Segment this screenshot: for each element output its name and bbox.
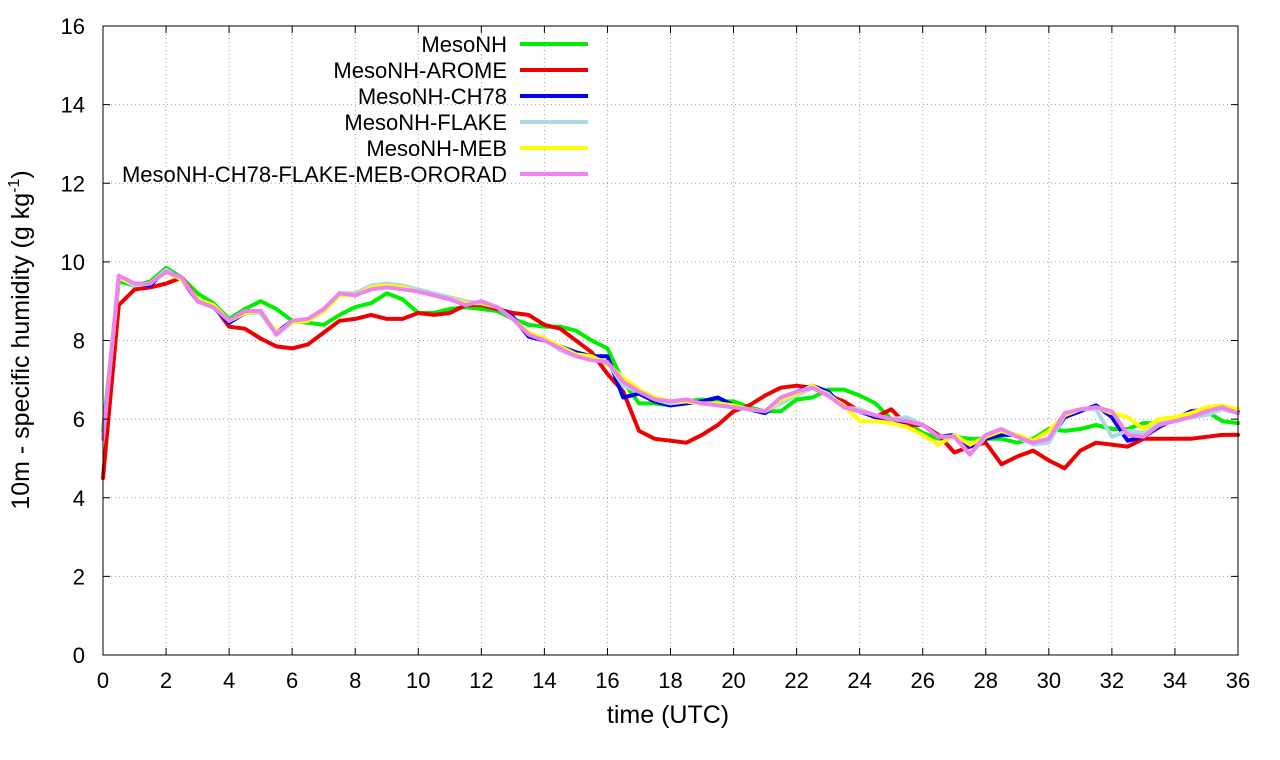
x-tick-label: 24 [847, 668, 871, 693]
series-line-mesonh-ch78-flake-meb-ororad [101, 269, 1240, 457]
x-tick-label: 20 [721, 668, 745, 693]
legend-entry: MesoNH-CH78 [358, 84, 588, 109]
x-tick-label: 2 [160, 668, 172, 693]
y-tick-label: 0 [73, 643, 85, 668]
x-tick-label: 16 [595, 668, 619, 693]
y-axis-label-main: 10m - specific humidity (g kg [7, 193, 35, 510]
legend-entry: MesoNH-CH78-FLAKE-MEB-ORORAD [122, 162, 588, 187]
axis-ticks: 0 2 4 6 8 10 12 14 16 18 20 22 24 26 28 30 32 34 360246810… [61, 14, 1251, 693]
y-tick-label: 12 [61, 171, 85, 196]
y-axis-label: 10m - specific humidity (g kg-1) [6, 170, 35, 509]
x-tick-label: 4 [223, 668, 235, 693]
legend-label: MesoNH-FLAKE [344, 110, 507, 135]
grid-lines [103, 26, 1238, 655]
x-tick-label: 30 [1037, 668, 1061, 693]
y-axis-label-superscript: -1 [6, 179, 23, 193]
legend-entry: MesoNH [421, 32, 588, 57]
y-tick-label: 6 [73, 407, 85, 432]
y-tick-label: 4 [73, 486, 85, 511]
legend: MesoNHMesoNH-AROMEMesoNH-CH78MesoNH-FLAK… [122, 32, 588, 187]
series-lines [101, 265, 1240, 481]
x-tick-label: 14 [532, 668, 556, 693]
x-tick-label: 18 [658, 668, 682, 693]
y-tick-label: 16 [61, 14, 85, 39]
y-tick-label: 10 [61, 250, 85, 275]
x-tick-label: 0 [97, 668, 109, 693]
x-tick-label: 10 [406, 668, 430, 693]
legend-entry: MesoNH-AROME [333, 58, 588, 83]
x-tick-label: 36 [1226, 668, 1250, 693]
legend-label: MesoNH [421, 32, 507, 57]
legend-label: MesoNH-CH78 [358, 84, 507, 109]
x-tick-label: 6 [286, 668, 298, 693]
x-tick-label: 28 [974, 668, 998, 693]
y-tick-label: 8 [73, 329, 85, 354]
legend-label: MesoNH-MEB [366, 136, 507, 161]
x-tick-label: 22 [784, 668, 808, 693]
x-tick-label: 12 [469, 668, 493, 693]
x-tick-label: 34 [1163, 668, 1187, 693]
y-axis-label-close: ) [7, 170, 35, 178]
y-tick-label: 2 [73, 564, 85, 589]
y-tick-label: 14 [61, 93, 85, 118]
legend-entry: MesoNH-FLAKE [344, 110, 588, 135]
legend-label: MesoNH-CH78-FLAKE-MEB-ORORAD [122, 162, 507, 187]
series-line-mesonh-arome [101, 275, 1240, 481]
legend-label: MesoNH-AROME [333, 58, 507, 83]
x-tick-label: 8 [349, 668, 361, 693]
x-tick-label: 32 [1100, 668, 1124, 693]
x-axis-label: time (UTC) [607, 701, 729, 729]
legend-entry: MesoNH-MEB [366, 136, 588, 161]
x-tick-label: 26 [910, 668, 934, 693]
